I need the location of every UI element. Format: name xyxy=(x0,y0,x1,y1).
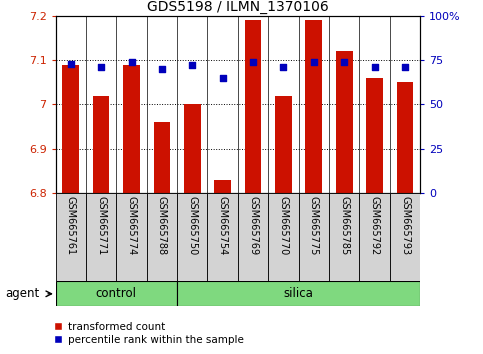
Text: GSM665774: GSM665774 xyxy=(127,195,137,255)
Bar xyxy=(366,78,383,193)
Text: GSM665775: GSM665775 xyxy=(309,195,319,255)
Bar xyxy=(390,193,420,281)
Bar xyxy=(275,96,292,193)
Point xyxy=(97,64,105,70)
Bar xyxy=(123,64,140,193)
Bar xyxy=(329,193,359,281)
Bar xyxy=(86,193,116,281)
Bar xyxy=(93,96,110,193)
Text: GSM665771: GSM665771 xyxy=(96,195,106,255)
Point xyxy=(371,64,379,70)
Bar xyxy=(56,281,177,306)
Bar xyxy=(116,193,147,281)
Point xyxy=(310,59,318,65)
Point xyxy=(219,75,227,81)
Text: GSM665793: GSM665793 xyxy=(400,195,410,255)
Legend: transformed count, percentile rank within the sample: transformed count, percentile rank withi… xyxy=(49,317,249,349)
Bar xyxy=(147,193,177,281)
Text: agent: agent xyxy=(5,287,39,300)
Point xyxy=(128,59,135,65)
Point xyxy=(280,64,287,70)
Bar xyxy=(268,193,298,281)
Point xyxy=(249,59,257,65)
Bar xyxy=(56,193,86,281)
Bar xyxy=(305,20,322,193)
Bar xyxy=(245,20,261,193)
Bar xyxy=(359,193,390,281)
Text: GSM665754: GSM665754 xyxy=(218,195,227,255)
Text: GSM665785: GSM665785 xyxy=(339,195,349,255)
Text: silica: silica xyxy=(284,287,313,300)
Point xyxy=(188,63,196,68)
Bar xyxy=(238,193,268,281)
Bar xyxy=(208,193,238,281)
Bar xyxy=(397,82,413,193)
Bar xyxy=(62,64,79,193)
Point xyxy=(341,59,348,65)
Text: GSM665770: GSM665770 xyxy=(279,195,288,255)
Text: GSM665792: GSM665792 xyxy=(369,195,380,255)
Bar xyxy=(214,179,231,193)
Bar xyxy=(154,122,170,193)
Text: GSM665769: GSM665769 xyxy=(248,195,258,255)
Bar xyxy=(177,281,420,306)
Text: control: control xyxy=(96,287,137,300)
Point xyxy=(67,61,74,67)
Bar xyxy=(184,104,200,193)
Point xyxy=(401,64,409,70)
Bar xyxy=(177,193,208,281)
Title: GDS5198 / ILMN_1370106: GDS5198 / ILMN_1370106 xyxy=(147,0,329,13)
Text: GSM665750: GSM665750 xyxy=(187,195,197,255)
Text: GSM665788: GSM665788 xyxy=(157,195,167,255)
Bar xyxy=(336,51,353,193)
Text: GSM665761: GSM665761 xyxy=(66,195,76,255)
Point xyxy=(158,66,166,72)
Bar xyxy=(298,193,329,281)
